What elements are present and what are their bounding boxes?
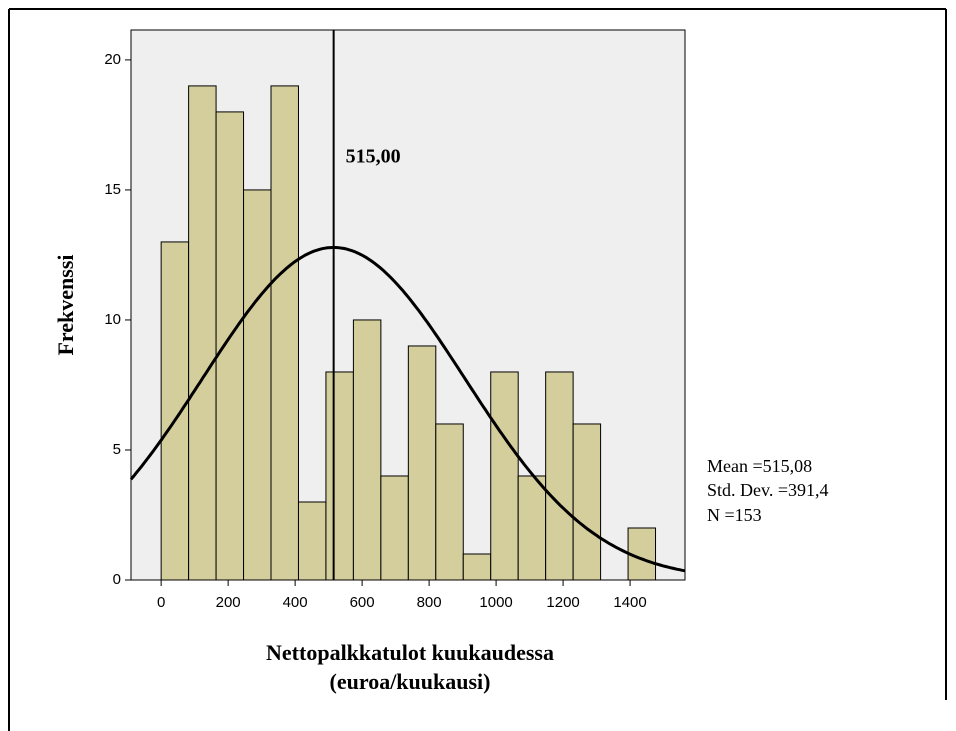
bar	[352, 319, 382, 581]
reference-label: 515,00	[346, 146, 401, 168]
bar	[380, 475, 409, 581]
stat-std: Std. Dev. =391,4	[707, 480, 828, 500]
stat-mean: Mean =515,08	[707, 456, 812, 476]
normal-curve	[129, 246, 686, 573]
x-tick-label: 800	[417, 594, 442, 611]
x-tick-label: 1000	[479, 594, 512, 611]
x-tick-label: 200	[216, 594, 241, 611]
x-tick-label: 1200	[546, 594, 579, 611]
bar	[435, 423, 464, 581]
y-tick-label: 5	[113, 441, 121, 458]
x-tick-label: 400	[283, 594, 308, 611]
bar	[462, 553, 492, 581]
bar	[517, 475, 547, 581]
y-tick-label: 15	[104, 181, 121, 198]
y-tick-label: 20	[104, 51, 121, 68]
y-axis-label: Frekvenssi	[53, 254, 78, 355]
y-tick-label: 10	[104, 311, 121, 328]
y-tick-label: 0	[113, 571, 121, 588]
bar	[243, 189, 272, 581]
bar	[297, 501, 327, 581]
bar	[270, 85, 299, 581]
bar	[160, 241, 190, 581]
x-axis-label: (euroa/kuukausi)	[330, 669, 491, 694]
bar	[188, 85, 217, 581]
bar	[490, 371, 519, 581]
bar	[545, 371, 574, 581]
x-tick-label: 600	[350, 594, 375, 611]
x-tick-label: 1400	[613, 594, 646, 611]
x-tick-label: 0	[157, 594, 165, 611]
x-axis-label: Nettopalkkatulot kuukaudessa	[266, 640, 554, 665]
stat-n: N =153	[707, 505, 762, 525]
bar	[407, 345, 437, 581]
bar	[572, 423, 602, 581]
bar	[325, 371, 354, 581]
bar	[215, 111, 245, 581]
